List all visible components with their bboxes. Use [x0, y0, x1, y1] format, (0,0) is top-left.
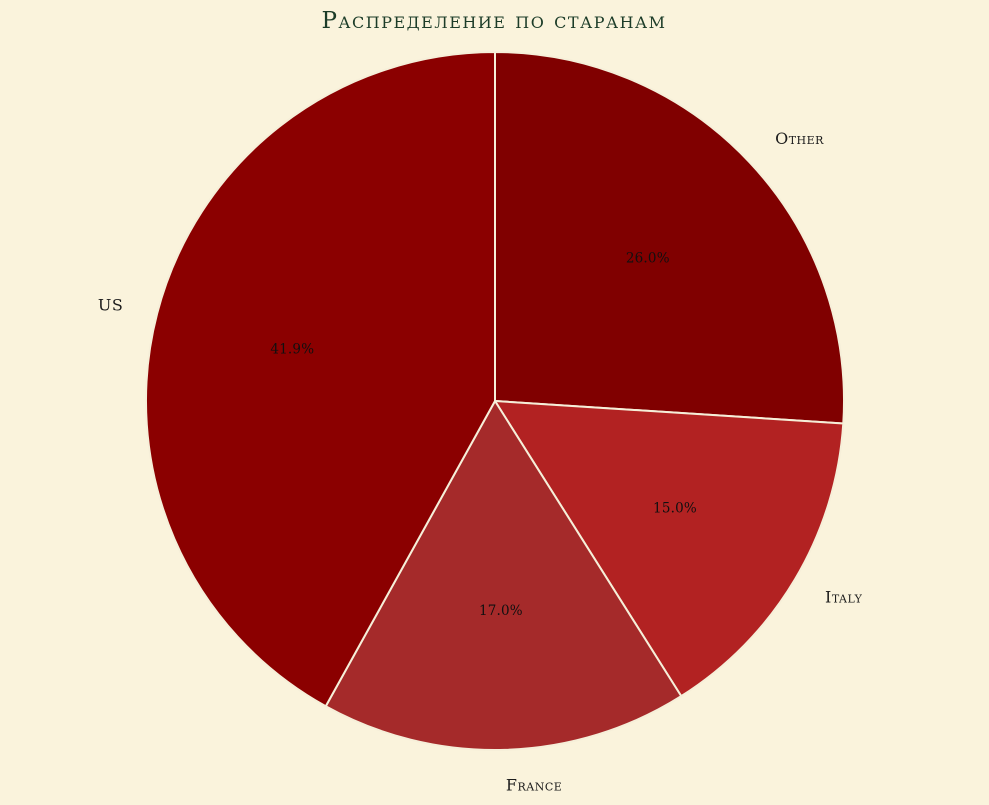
- pie-labels: 26.0% Other 15.0% Italy 17.0% France 41.9% US: [98, 129, 863, 794]
- pie-slice-france: [324, 400, 683, 751]
- chart-title: Распределение по старанам: [321, 8, 666, 34]
- pie-slices: [145, 51, 845, 751]
- pct-label-other: 26.0%: [626, 251, 670, 267]
- slice-label-us: US: [98, 295, 123, 314]
- pie-slice-other: [494, 51, 845, 425]
- slice-label-france: France: [506, 775, 562, 794]
- pct-label-france: 17.0%: [479, 603, 523, 619]
- slice-label-other: Other: [775, 129, 824, 148]
- slice-label-italy: Italy: [825, 588, 863, 607]
- pie-slice-us: [145, 51, 496, 708]
- pie-slice-italy: [494, 400, 845, 698]
- pct-label-us: 41.9%: [270, 341, 314, 357]
- pct-label-italy: 15.0%: [653, 501, 697, 517]
